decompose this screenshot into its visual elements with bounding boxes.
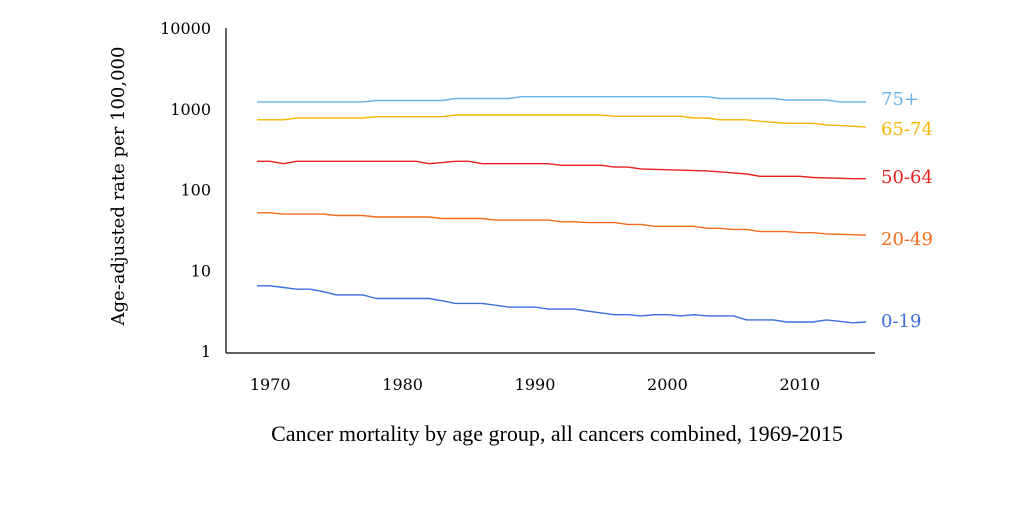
y-tick-label: 10 [191, 261, 211, 280]
x-tick-label: 2000 [647, 375, 688, 394]
x-tick-label: 2010 [779, 375, 820, 394]
x-tick-labels: 1970 1980 1990 2000 2010 [250, 375, 820, 394]
series-label: 0-19 [881, 311, 921, 332]
y-tick-label: 10000 [160, 19, 211, 38]
series-label: 20-49 [881, 229, 933, 250]
chart-caption: Cancer mortality by age group, all cance… [271, 421, 843, 446]
x-tick-label: 1980 [382, 375, 423, 394]
series-line-75+ [257, 95, 866, 103]
series-line-65-74 [257, 114, 867, 128]
series-line-0-19 [257, 285, 867, 324]
series-label: 75+ [881, 89, 919, 110]
series-line-20-49 [257, 212, 867, 236]
y-tick-label: 1000 [170, 100, 211, 119]
y-tick-labels: 1 10 100 1000 10000 [160, 19, 211, 361]
series-line-50-64 [257, 160, 866, 180]
series-labels: 75+ 65-74 50-64 20-49 0-19 [881, 89, 933, 332]
series-label: 65-74 [881, 119, 933, 140]
y-tick-label: 100 [180, 181, 211, 200]
y-axis-title: Age-adjusted rate per 100,000 [108, 47, 129, 327]
series-label: 50-64 [881, 167, 933, 188]
x-tick-label: 1990 [515, 375, 556, 394]
y-tick-label: 1 [201, 342, 211, 361]
plot-lines [257, 95, 867, 324]
x-tick-label: 1970 [250, 375, 291, 394]
